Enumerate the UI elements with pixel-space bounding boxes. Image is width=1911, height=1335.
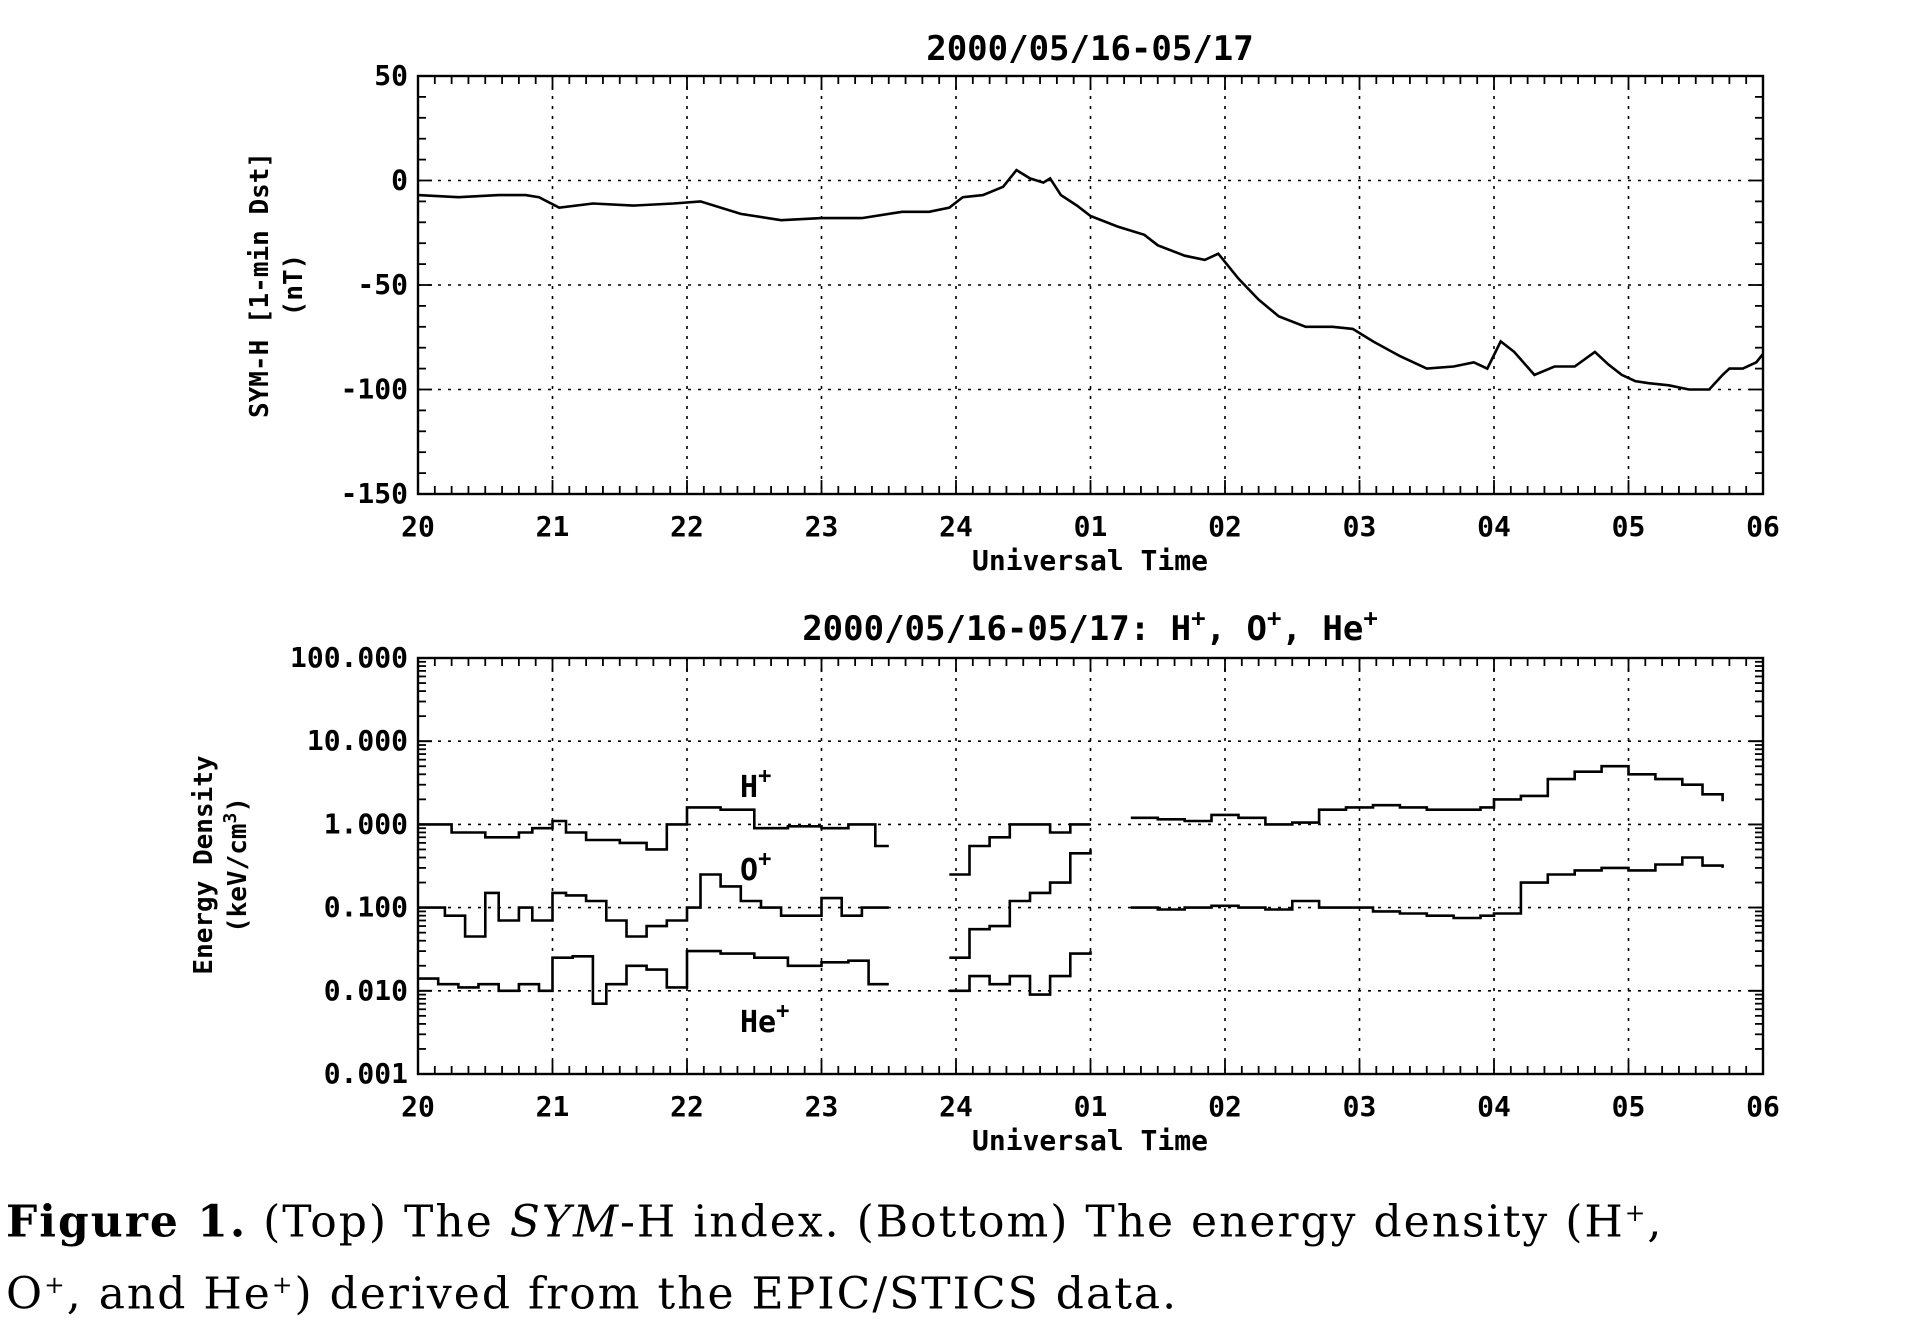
- annotation-o-plus: O+: [740, 847, 771, 888]
- caption-text-2c: ) derived from the EPIC/STICS data.: [294, 1268, 1179, 1320]
- y-tick-label: 100.000: [290, 641, 408, 674]
- y-tick-label: 10.000: [307, 724, 408, 757]
- caption-text-2b: , and He: [66, 1268, 272, 1320]
- top-chart-xlabel: Universal Time: [972, 544, 1208, 577]
- caption-label: Figure 1.: [6, 1196, 248, 1248]
- top-chart-ticks: [417, 75, 1763, 495]
- x-tick-label: 06: [1746, 1090, 1780, 1123]
- bottom-title-part2: , O: [1206, 609, 1267, 649]
- series-line-h-plus: [418, 806, 889, 851]
- y-tick-label: 0.010: [324, 974, 408, 1007]
- top-chart: 2000/05/16-05/17 50 0 -50 -100 -150 20 21 22 23…: [245, 29, 1780, 577]
- caption-text-2a: O: [6, 1268, 45, 1320]
- bottom-chart: 2000/05/16-05/17: H+, O+, He+ 100.00010.…: [189, 604, 1780, 1157]
- y-tick-label: -150: [341, 477, 408, 510]
- x-tick-label: 02: [1208, 1090, 1242, 1123]
- bottom-ylabel-end: ): [223, 797, 253, 813]
- y-tick-label: 50: [374, 59, 408, 92]
- top-chart-series: [417, 168, 1765, 391]
- top-chart-y-tick-labels: 50 0 -50 -100 -150: [341, 59, 408, 510]
- y-tick-label: -100: [341, 373, 408, 406]
- caption-text-1b: -H index. (Bottom) The energy density (H: [620, 1196, 1625, 1248]
- bottom-ylabel-sup: 3: [220, 813, 241, 824]
- y-tick-label: 0.001: [324, 1057, 408, 1090]
- x-tick-label: 21: [536, 510, 570, 543]
- caption-italic-symh: SYM: [509, 1196, 620, 1248]
- bottom-chart-ticks: [417, 657, 1763, 1075]
- bottom-title-sup3: +: [1363, 604, 1377, 632]
- caption-line-1: Figure 1. (Top) The SYM-H index. (Bottom…: [6, 1182, 1906, 1254]
- bottom-chart-series: [418, 764, 1724, 1006]
- bottom-chart-x-tick-labels: 20 21 22 23 24 01 02 03 04 05 06: [401, 1090, 1780, 1123]
- series-line-o-plus: [1130, 856, 1724, 920]
- series-line-h-plus: [949, 823, 1091, 876]
- x-tick-label: 20: [401, 510, 435, 543]
- x-tick-label: 05: [1612, 510, 1646, 543]
- series-line-o-plus: [949, 849, 1092, 960]
- caption-line-2: O+, and He+) derived from the EPIC/STICS…: [6, 1254, 1906, 1326]
- top-chart-grid: [418, 76, 1763, 494]
- annotation-h-plus: H+: [740, 764, 771, 805]
- x-tick-label: 23: [805, 510, 839, 543]
- x-tick-label: 03: [1343, 510, 1377, 543]
- top-chart-x-tick-labels: 20 21 22 23 24 01 02 03 04 05 06: [401, 510, 1780, 543]
- sym-h-series-line: [417, 168, 1765, 391]
- caption-text-1c: ,: [1647, 1196, 1664, 1248]
- bottom-chart-ylabel-line1: Energy Density: [189, 755, 219, 974]
- y-tick-label: 0: [391, 164, 408, 197]
- top-chart-ylabel-line2: (nT): [279, 254, 309, 317]
- x-tick-label: 20: [401, 1090, 435, 1123]
- bottom-chart-ylabel-line2: (keV/cm3): [220, 797, 253, 933]
- x-tick-label: 05: [1612, 1090, 1646, 1123]
- y-tick-label: 0.100: [324, 891, 408, 924]
- top-chart-title: 2000/05/16-05/17: [926, 29, 1254, 69]
- x-tick-label: 04: [1477, 510, 1511, 543]
- caption-text-1a: (Top) The: [247, 1196, 510, 1248]
- bottom-chart-frame: [416, 656, 1765, 1076]
- bottom-chart-title: 2000/05/16-05/17: H+, O+, He+: [802, 604, 1378, 649]
- caption-sup-2: +: [44, 1269, 67, 1299]
- series-line-o-plus: [418, 873, 889, 938]
- annotation-he-plus: He+: [740, 999, 789, 1040]
- caption-sup-3: +: [271, 1269, 295, 1299]
- bottom-title-part1: 2000/05/16-05/17: H: [802, 609, 1191, 649]
- series-line-he-plus: [949, 951, 1092, 996]
- figure-caption: Figure 1. (Top) The SYM-H index. (Bottom…: [6, 1182, 1906, 1325]
- x-tick-label: 06: [1746, 510, 1780, 543]
- series-line-h-plus: [1130, 764, 1724, 826]
- x-tick-label: 21: [536, 1090, 570, 1123]
- bottom-chart-y-tick-labels: 100.000 10.000 1.000 0.100 0.010 0.001: [290, 641, 408, 1090]
- series-line-he-plus: [418, 949, 889, 1006]
- bottom-chart-grid: [418, 658, 1763, 1074]
- y-tick-label: 1.000: [324, 807, 408, 840]
- top-chart-ylabel-line1: SYM-H [1-min Dst]: [245, 152, 275, 418]
- bottom-title-sup2: +: [1267, 604, 1281, 632]
- x-tick-label: 02: [1208, 510, 1242, 543]
- top-chart-frame: [416, 74, 1765, 496]
- x-tick-label: 03: [1343, 1090, 1377, 1123]
- caption-sup-1: +: [1624, 1198, 1648, 1227]
- bottom-ylabel-unit: (keV/cm: [223, 823, 253, 933]
- x-tick-label: 01: [1074, 510, 1108, 543]
- x-tick-label: 22: [670, 1090, 704, 1123]
- x-tick-label: 23: [805, 1090, 839, 1123]
- x-tick-label: 04: [1477, 1090, 1511, 1123]
- figure-canvas: 2000/05/16-05/17 50 0 -50 -100 -150 20 21 22 23…: [189, 29, 1780, 1157]
- bottom-chart-xlabel: Universal Time: [972, 1124, 1208, 1157]
- x-tick-label: 01: [1074, 1090, 1108, 1123]
- x-tick-label: 24: [939, 1090, 973, 1123]
- bottom-title-part3: , He: [1281, 609, 1363, 649]
- y-tick-label: -50: [357, 268, 408, 301]
- bottom-title-sup1: +: [1191, 604, 1205, 632]
- x-tick-label: 22: [670, 510, 704, 543]
- x-tick-label: 24: [939, 510, 973, 543]
